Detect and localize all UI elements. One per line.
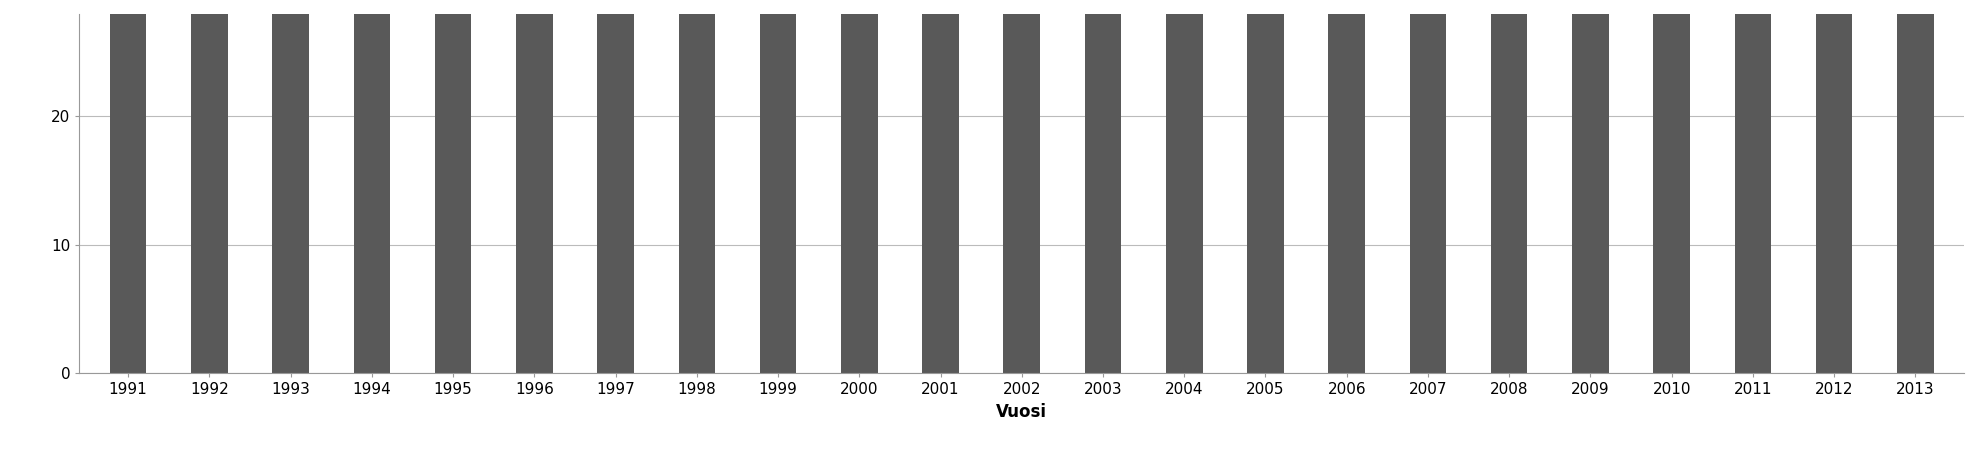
Bar xyxy=(1897,14,1934,373)
X-axis label: Vuosi: Vuosi xyxy=(996,403,1048,421)
Bar xyxy=(516,14,554,373)
Bar xyxy=(760,14,796,373)
Bar xyxy=(353,14,391,373)
Bar xyxy=(1411,14,1446,373)
Bar xyxy=(1167,14,1202,373)
Bar xyxy=(923,14,958,373)
Bar xyxy=(597,14,633,373)
Bar xyxy=(841,14,877,373)
Bar xyxy=(1490,14,1528,373)
Bar xyxy=(1571,14,1609,373)
Bar xyxy=(1329,14,1365,373)
Bar xyxy=(1248,14,1284,373)
Bar xyxy=(190,14,228,373)
Bar xyxy=(679,14,714,373)
Bar xyxy=(1653,14,1690,373)
Bar xyxy=(1085,14,1121,373)
Bar xyxy=(434,14,472,373)
Bar xyxy=(109,14,147,373)
Bar xyxy=(1004,14,1040,373)
Bar xyxy=(272,14,310,373)
Bar xyxy=(1815,14,1853,373)
Bar xyxy=(1734,14,1772,373)
